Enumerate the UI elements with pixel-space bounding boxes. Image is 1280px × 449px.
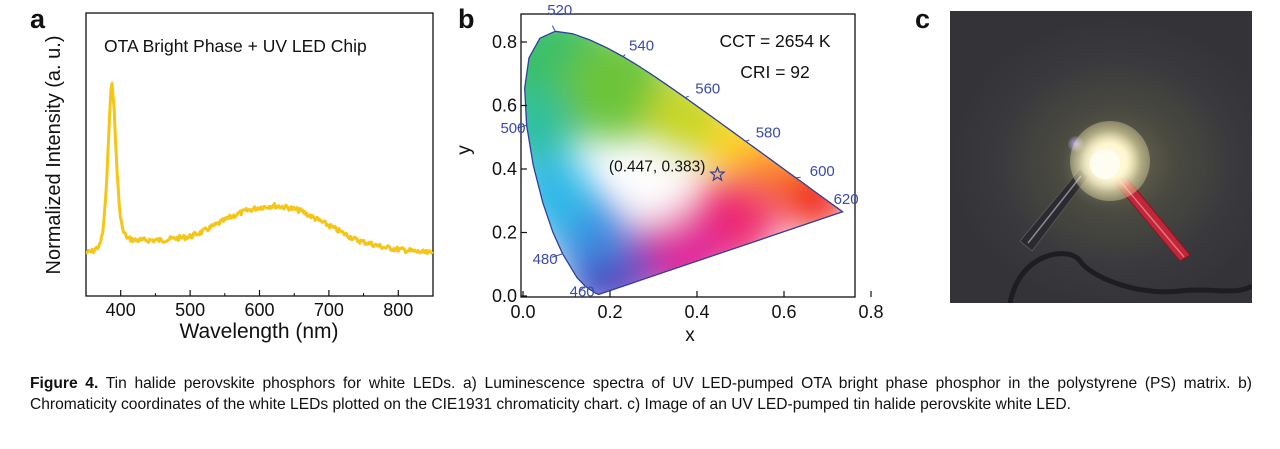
spectrum-x-tick-label: 500 (175, 300, 205, 320)
spectrum-x-ticks: 400 500 600 700 800 (85, 290, 434, 320)
figure-caption-label: Figure 4. (30, 375, 99, 392)
cie-gamut-fill (524, 31, 843, 295)
cie-chart: 0.0 0.2 0.4 0.6 0.8 0.0 0.2 0.4 0.6 0.8 520 540 56… (454, 2, 884, 346)
cie-spectral-locus (524, 30, 844, 296)
cie-x-tick-label: 0.6 (771, 302, 796, 322)
cie-x-tick-label: 0.4 (684, 302, 709, 322)
cie-wavelength-tick (622, 54, 626, 57)
chromaticity-point-label: (0.447, 0.383) (609, 158, 706, 175)
cie-wavelength-label: 560 (695, 81, 720, 98)
cie-wavelength-tick (579, 286, 586, 291)
chromaticity-point-star-icon (709, 165, 726, 182)
cie-wavelength-tick (551, 25, 556, 32)
panel-label-b: b (458, 4, 475, 34)
cie-plot-frame (520, 13, 856, 298)
cie-wavelength-label: 520 (547, 2, 572, 19)
cie-y-tick-label: 0.4 (492, 159, 517, 179)
cie-wavelength-label: 460 (570, 283, 595, 300)
cie-wavelength-label: 600 (810, 163, 835, 180)
spectrum-x-axis-label: Wavelength (nm) (179, 320, 338, 343)
cie-y-tick-label: 0.6 (492, 96, 517, 116)
cie-wavelength-tick (823, 197, 828, 201)
cie-wavelength-tick (685, 95, 689, 99)
cie-y-axis-label: y (454, 145, 475, 155)
cie-wavelength-label: 580 (756, 124, 781, 141)
spectrum-series-line (85, 81, 434, 255)
figure-caption-text: Tin halide perovskite phosphors for whit… (30, 375, 1252, 413)
spectrum-y-axis-label: Normalized Intensity (a. u.) (43, 36, 65, 275)
cie-wavelength-label: 480 (533, 251, 558, 268)
figure-caption: Figure 4. Tin halide perovskite phosphor… (30, 373, 1252, 415)
cie-wavelength-label: 620 (834, 191, 859, 208)
cie-x-tick-label: 0.8 (858, 302, 883, 322)
cie-color-region (568, 260, 617, 295)
cie-color-region (524, 90, 572, 171)
cie-y-ticks: 0.0 0.2 0.4 0.6 0.8 (492, 32, 527, 306)
spectrum-x-tick-label: 400 (106, 300, 136, 320)
cie-white-point (627, 161, 688, 222)
cie-color-region (524, 154, 594, 235)
cie-x-axis-label: x (685, 325, 695, 346)
cie-wavelength-tick (795, 176, 801, 179)
cie-y-tick-label: 0.8 (492, 32, 517, 52)
cie-y-tick-label: 0.0 (492, 286, 517, 306)
cie-wavelength-label: 500 (500, 120, 525, 137)
cie-wavelength-label: 540 (629, 38, 654, 55)
figure-graphics: OTA Bright Phase + UV LED Chip 400 500 600… (43, 2, 884, 346)
cie-x-tick-label: 0.0 (510, 302, 535, 322)
cie-y-tick-label: 0.2 (492, 223, 517, 243)
spectrum-x-tick-label: 600 (244, 300, 274, 320)
panel-label-a: a (30, 4, 46, 34)
cie-x-ticks: 0.0 0.2 0.4 0.6 0.8 (510, 291, 884, 322)
led-bulb-icon (1090, 149, 1120, 179)
spectrum-x-tick-label: 800 (383, 300, 413, 320)
cie-wavelength-tick (517, 124, 527, 129)
cri-annotation: CRI = 92 (740, 62, 810, 82)
panel-label-c: c (915, 4, 931, 34)
spectrum-x-tick-label: 700 (314, 300, 344, 320)
cie-wavelength-tick (551, 253, 563, 258)
led-photo-wires-icon (1007, 168, 1252, 303)
led-photo (950, 11, 1252, 303)
cie-x-tick-label: 0.2 (597, 302, 622, 322)
spectrum-chart: OTA Bright Phase + UV LED Chip 400 500 600… (43, 12, 434, 343)
cie-wavelength-labels: 520 540 560 580 600 620 500 480 460 (500, 2, 858, 300)
cie-wavelength-tick (745, 139, 750, 142)
spectrum-annotation: OTA Bright Phase + UV LED Chip (104, 36, 367, 56)
cct-annotation: CCT = 2654 K (719, 31, 830, 51)
